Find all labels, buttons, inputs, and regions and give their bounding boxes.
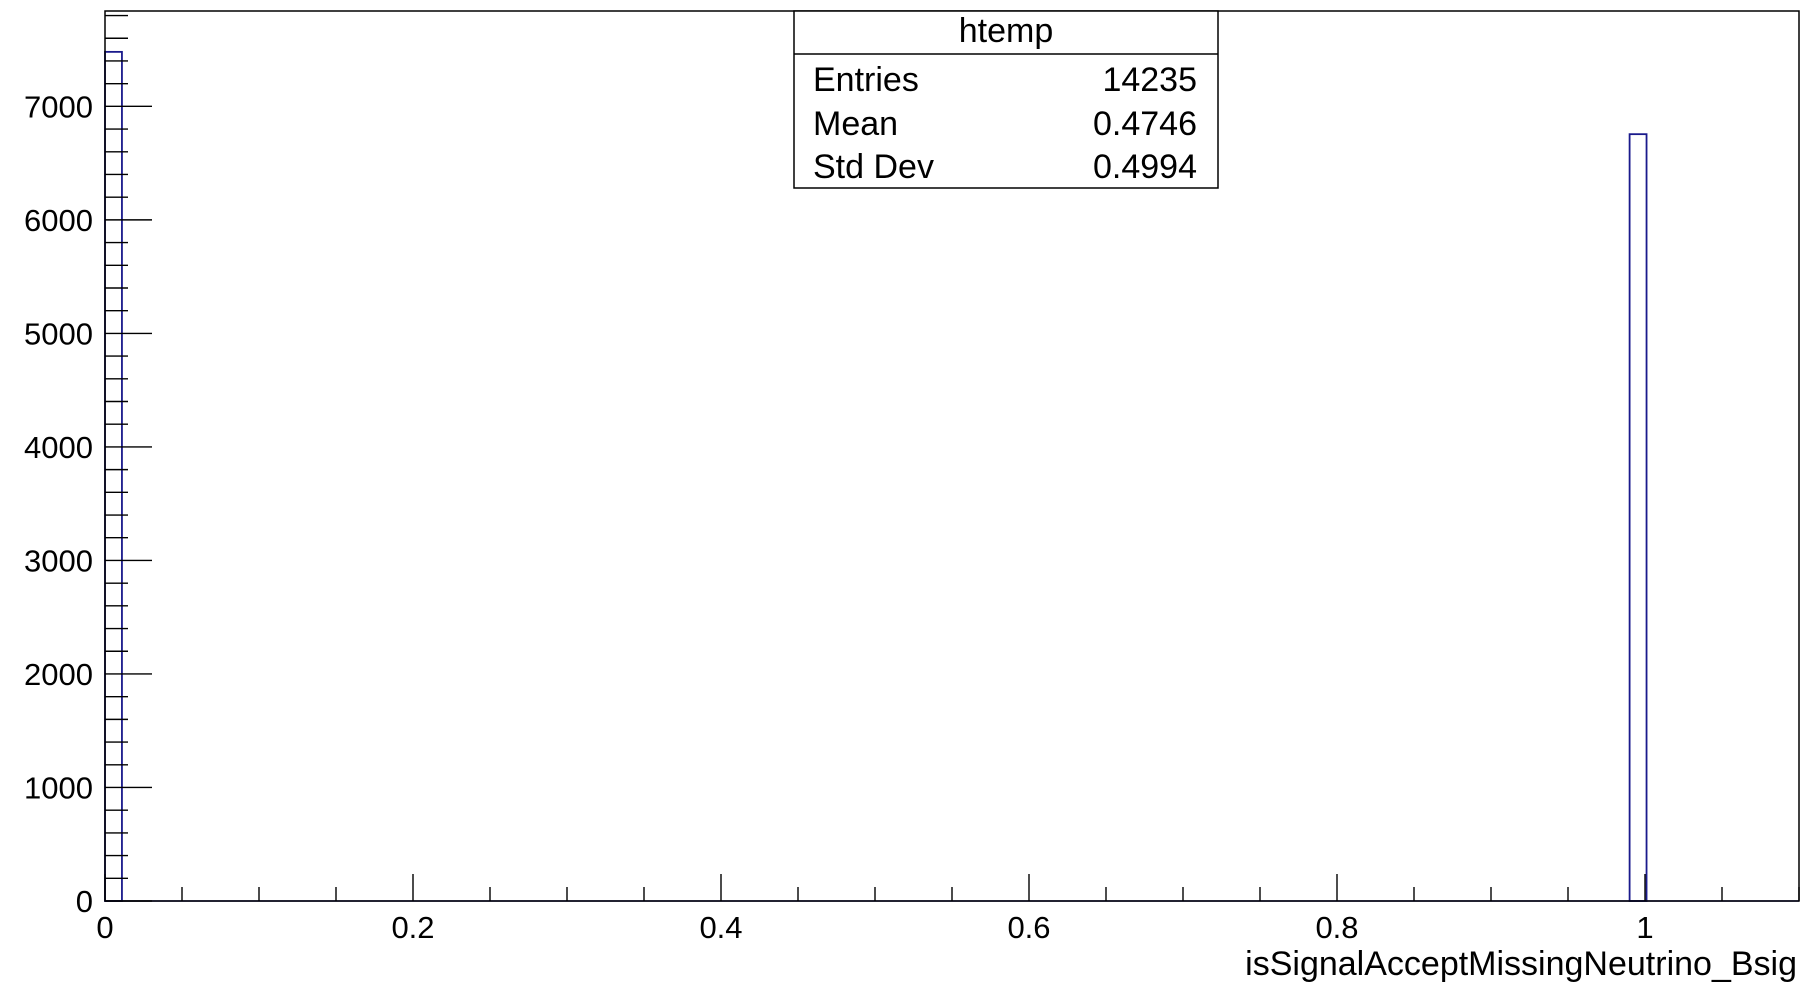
y-tick-label-4: 4000 — [24, 430, 93, 465]
stats-entries-label: Entries — [813, 61, 919, 99]
stats-entries-value: 14235 — [1102, 61, 1197, 99]
y-tick-label-3: 3000 — [24, 543, 93, 578]
x-tick-label-0: 0 — [96, 910, 113, 945]
y-tick-label-0: 0 — [76, 884, 93, 919]
x-tick-label-4: 0.8 — [1315, 910, 1358, 945]
y-tick-label-5: 5000 — [24, 316, 93, 351]
x-tick-label-1: 0.2 — [391, 910, 434, 945]
x-tick-label-3: 0.6 — [1007, 910, 1050, 945]
stats-stddev-value: 0.4994 — [1093, 148, 1197, 186]
stats-mean-value: 0.4746 — [1093, 105, 1197, 143]
x-tick-label-2: 0.4 — [699, 910, 742, 945]
x-tick-label-5: 1 — [1636, 910, 1653, 945]
stats-box: htemp Entries 14235 Mean 0.4746 Std Dev … — [793, 10, 1219, 189]
y-tick-label-6: 6000 — [24, 203, 93, 238]
x-axis-title: isSignalAcceptMissingNeutrino_Bsig — [1245, 945, 1797, 983]
stats-mean-label: Mean — [813, 105, 898, 143]
histogram-bar-1 — [1628, 133, 1648, 902]
y-tick-label-7: 7000 — [24, 89, 93, 124]
histogram-bar-0 — [104, 50, 123, 902]
y-tick-label-2: 2000 — [24, 657, 93, 692]
stats-box-frame — [793, 10, 1219, 189]
y-tick-label-1: 1000 — [24, 770, 93, 805]
stats-stddev-label: Std Dev — [813, 148, 934, 186]
stats-box-title: htemp — [959, 12, 1054, 50]
